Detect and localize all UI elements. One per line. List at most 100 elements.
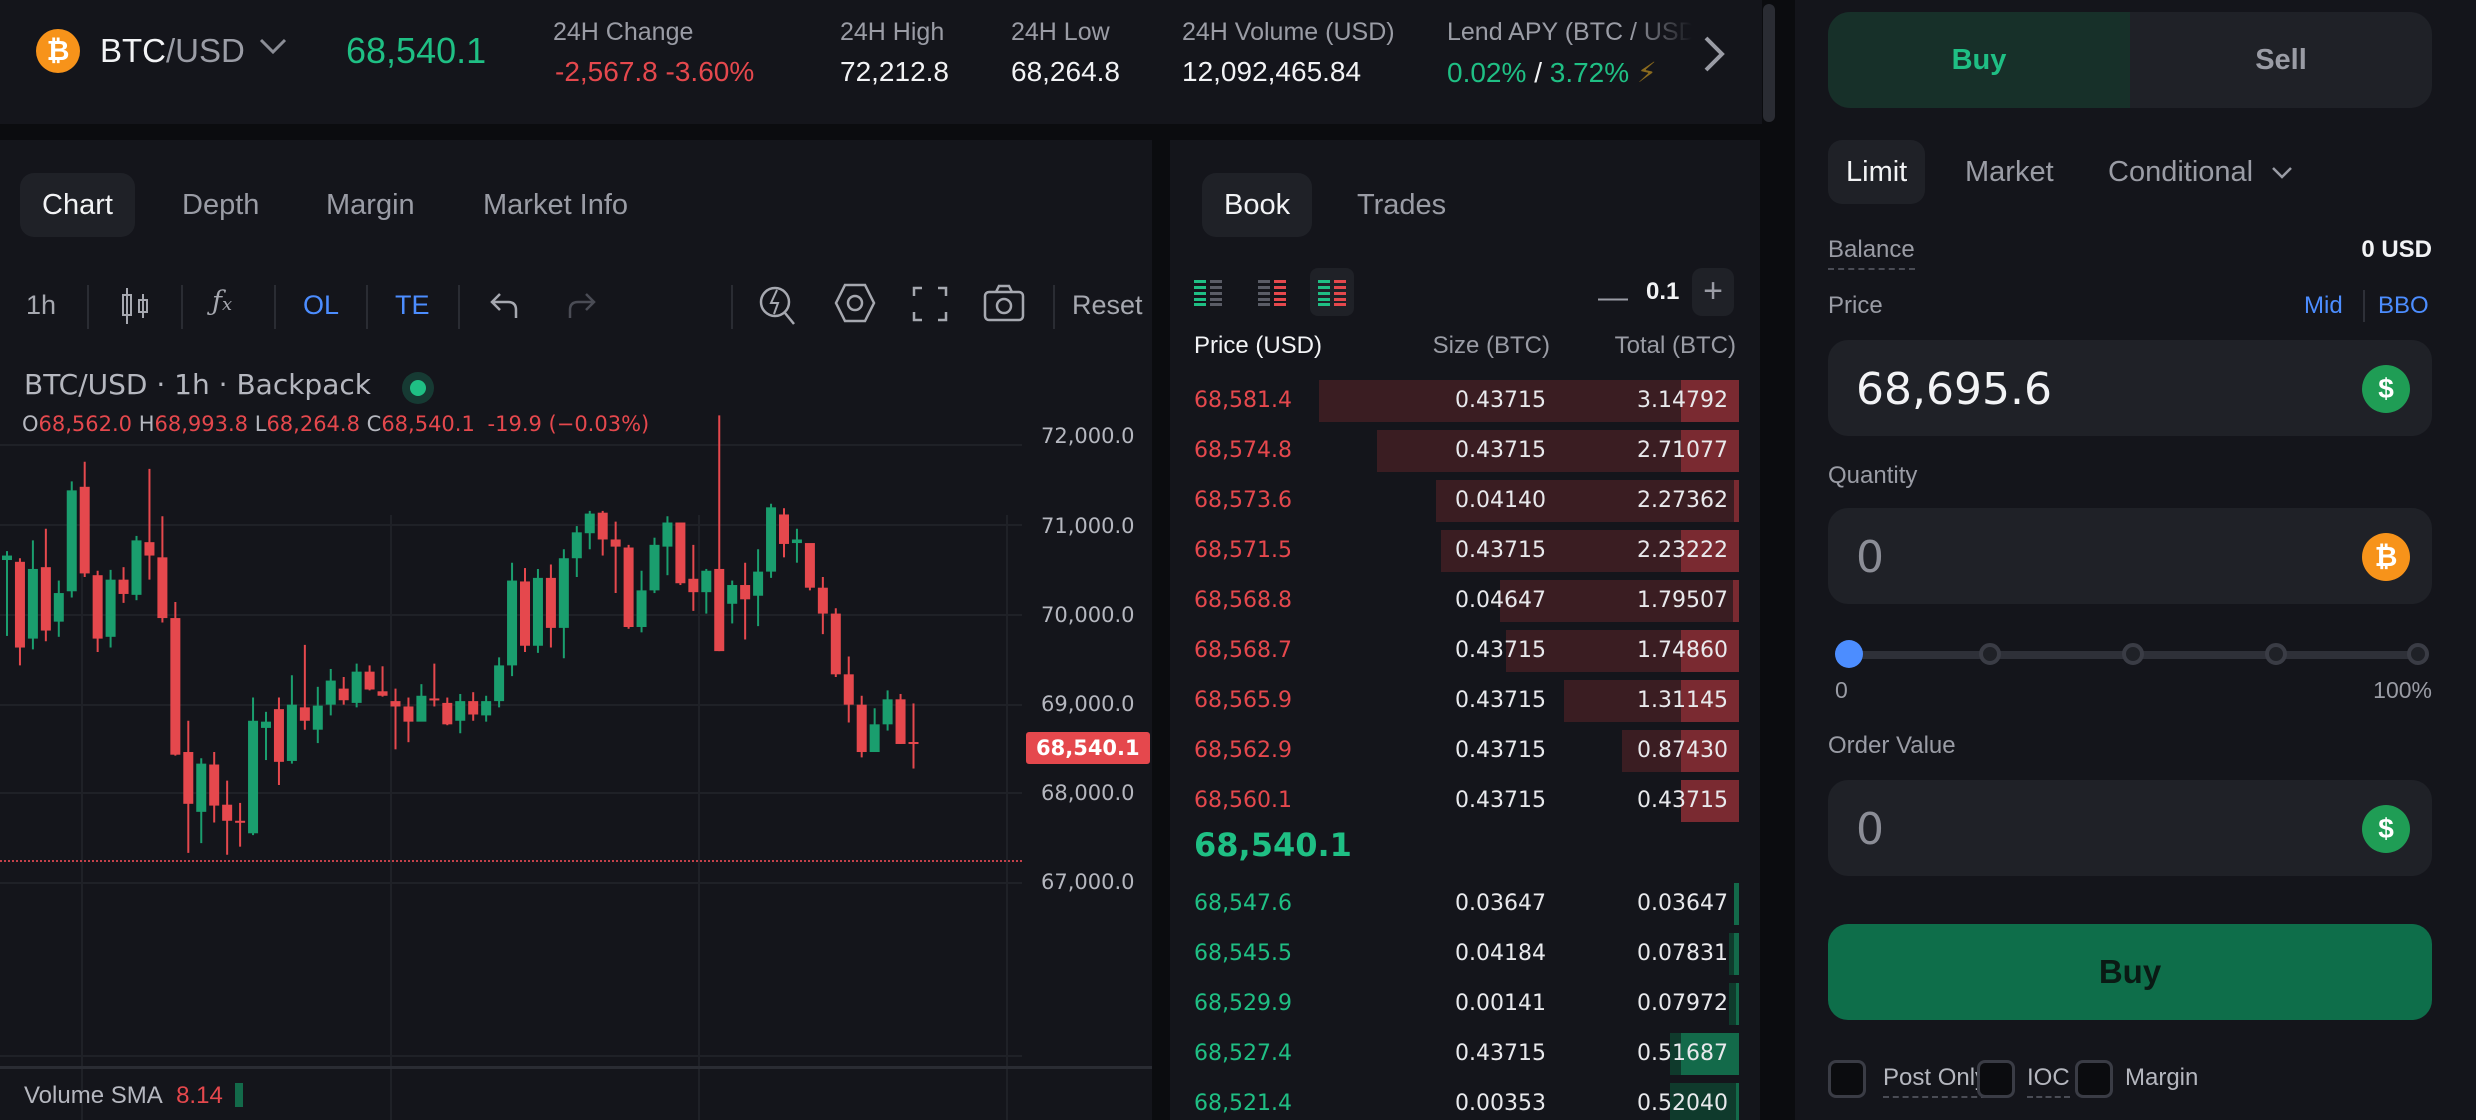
quantity-label: Quantity [1828, 462, 1918, 489]
volume-legend: Volume SMA 8.14 [24, 1082, 244, 1110]
row-total: 0.87430 [1637, 738, 1728, 763]
order-type-conditional[interactable]: Conditional [2090, 140, 2311, 204]
interval-button[interactable]: 1h [26, 290, 57, 320]
tick-decrease-button[interactable]: — [1598, 281, 1628, 314]
view-both-button[interactable] [1310, 268, 1354, 316]
book-scroll-gutter[interactable] [1762, 124, 1795, 1120]
header-scrollbar[interactable] [1763, 4, 1775, 122]
ask-row[interactable]: 68,573.6 0.04140 2.27362 [1170, 480, 1750, 524]
row-size: 0.04140 [1455, 488, 1546, 513]
chevron-down-icon[interactable] [258, 36, 288, 61]
grid-line [0, 704, 1022, 706]
view-asks-icon[interactable] [1258, 280, 1290, 311]
sell-side-tab[interactable]: Sell [2255, 43, 2307, 76]
redo-icon[interactable] [564, 290, 598, 327]
price-axis-label: 71,000.0 [1041, 514, 1135, 538]
ask-row[interactable]: 68,571.5 0.43715 2.23222 [1170, 530, 1750, 574]
open-value: 68,562.0 [38, 412, 133, 436]
submit-buy-button[interactable]: Buy [1828, 924, 2432, 1020]
ask-row[interactable]: 68,581.4 0.43715 3.14792 [1170, 380, 1750, 424]
pane-separator[interactable] [0, 1066, 1152, 1069]
bid-row[interactable]: 68,529.9 0.00141 0.07972 [1170, 983, 1750, 1027]
buy-side-tab[interactable]: Buy [1828, 12, 2130, 108]
quantity-input[interactable]: 0 ₿ [1828, 508, 2432, 604]
order-type-limit[interactable]: Limit [1828, 140, 1926, 204]
alert-search-icon[interactable] [758, 282, 798, 333]
grid-line [0, 1055, 1022, 1057]
close-label: C [366, 412, 382, 436]
candle-type-icon[interactable] [118, 286, 152, 333]
ask-row[interactable]: 68,568.8 0.04647 1.79507 [1170, 580, 1750, 624]
row-price: 68,560.1 [1194, 788, 1292, 813]
grid-line [81, 515, 83, 1120]
te-toggle[interactable]: TE [395, 290, 430, 320]
bid-row[interactable]: 68,527.4 0.43715 0.51687 [1170, 1033, 1750, 1077]
price-mid-button[interactable]: Mid [2304, 292, 2343, 319]
current-price-tag: 68,540.1 [1026, 732, 1150, 764]
ask-row[interactable]: 68,565.9 0.43715 1.31145 [1170, 680, 1750, 724]
size-bar [1680, 1033, 1739, 1075]
current-price-line [0, 860, 1022, 862]
toolbar-divider [274, 285, 276, 329]
quantity-slider[interactable] [1835, 640, 2429, 668]
row-size: 0.43715 [1455, 538, 1546, 563]
ask-row[interactable]: 68,568.7 0.43715 1.74860 [1170, 630, 1750, 674]
bid-row[interactable]: 68,521.4 0.00353 0.52040 [1170, 1083, 1750, 1120]
price-axis-label: 70,000.0 [1041, 603, 1135, 627]
tab-book[interactable]: Book [1202, 173, 1313, 237]
ask-row[interactable]: 68,574.8 0.43715 2.71077 [1170, 430, 1750, 474]
fullscreen-icon[interactable] [912, 286, 948, 329]
post-only-label[interactable]: Post Only [1883, 1064, 1988, 1098]
lend-apy-btc: 0.02% [1447, 57, 1527, 88]
slider-stop-100[interactable] [2407, 643, 2429, 665]
indicators-fx-icon[interactable]: ƒx [212, 286, 233, 317]
tab-trades[interactable]: Trades [1357, 189, 1447, 221]
tab-market-info[interactable]: Market Info [483, 189, 629, 221]
candlestick-chart[interactable] [0, 140, 1022, 1070]
stat-value-24h-change: -2,567.8 -3.60% [555, 56, 754, 88]
row-total: 3.14792 [1637, 388, 1728, 413]
bid-row[interactable]: 68,545.5 0.04184 0.07831 [1170, 933, 1750, 977]
tab-margin[interactable]: Margin [326, 189, 415, 221]
btc-coin-icon: ₿ [36, 29, 80, 73]
tick-increase-button[interactable]: + [1692, 268, 1734, 316]
tab-depth[interactable]: Depth [182, 189, 260, 221]
slider-thumb[interactable] [1835, 640, 1863, 668]
bid-row[interactable]: 68,547.6 0.03647 0.03647 [1170, 883, 1750, 927]
grid-line [0, 882, 1022, 884]
pair-selector[interactable]: BTC/USD [100, 32, 245, 70]
size-bar [1733, 480, 1739, 522]
tab-chart[interactable]: Chart [20, 173, 135, 237]
size-bar [1736, 1083, 1739, 1120]
row-price: 68,521.4 [1194, 1091, 1292, 1116]
order-value-input[interactable]: 0 $ [1828, 780, 2432, 876]
price-bbo-button[interactable]: BBO [2378, 292, 2429, 319]
order-type-market[interactable]: Market [1965, 156, 2054, 188]
slider-stop-25[interactable] [1979, 643, 2001, 665]
ol-toggle[interactable]: OL [303, 290, 340, 320]
balance-label[interactable]: Balance [1828, 236, 1915, 270]
settings-hex-icon[interactable] [834, 282, 876, 331]
chevron-down-icon [2272, 167, 2293, 180]
screenshot-camera-icon[interactable] [983, 284, 1025, 329]
post-only-checkbox[interactable] [1828, 1060, 1866, 1098]
price-input[interactable]: 68,695.6 $ [1828, 340, 2432, 436]
stat-value-24h-volume: 12,092,465.84 [1182, 56, 1362, 87]
margin-label[interactable]: Margin [2125, 1064, 2199, 1091]
row-size: 0.43715 [1455, 1041, 1546, 1066]
row-total: 2.23222 [1637, 538, 1728, 563]
view-bids-icon[interactable] [1194, 280, 1226, 311]
undo-icon[interactable] [488, 290, 522, 327]
row-price: 68,565.9 [1194, 688, 1292, 713]
slider-stop-75[interactable] [2265, 643, 2287, 665]
slider-stop-50[interactable] [2122, 643, 2144, 665]
btc-coin-icon: ₿ [2362, 533, 2410, 581]
ioc-label[interactable]: IOC [2027, 1064, 2070, 1098]
ioc-checkbox[interactable] [1977, 1060, 2015, 1098]
reset-button[interactable]: Reset [1072, 290, 1143, 320]
scroll-right-arrow-icon[interactable] [1702, 34, 1726, 79]
ask-row[interactable]: 68,562.9 0.43715 0.87430 [1170, 730, 1750, 774]
margin-checkbox[interactable] [2075, 1060, 2113, 1098]
row-total: 2.71077 [1637, 438, 1728, 463]
ask-row[interactable]: 68,560.1 0.43715 0.43715 [1170, 780, 1750, 824]
